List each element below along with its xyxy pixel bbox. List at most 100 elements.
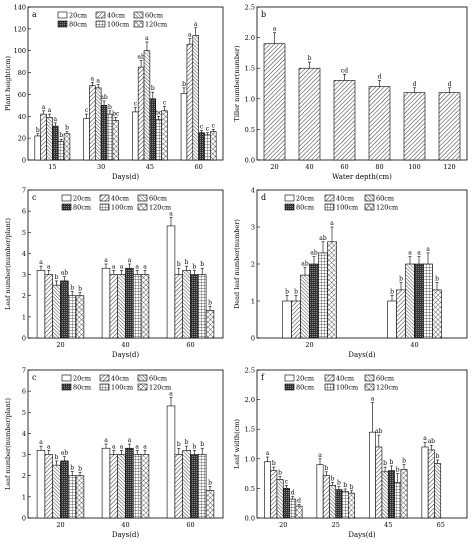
bar-20cm-60 — [166, 225, 176, 339]
y-tick-label: 5 — [22, 409, 26, 417]
legend-swatch — [364, 194, 375, 202]
bar-80cm-40 — [414, 263, 424, 339]
significance-label: d — [448, 81, 452, 88]
x-tick-label: 40 — [410, 341, 418, 349]
bar-100cm-40 — [133, 454, 142, 519]
significance-label: a — [330, 220, 334, 227]
bar-20cm-60 — [180, 93, 188, 161]
y-tick-label: 7 — [22, 187, 26, 195]
y-axis-label: Leaf number(number/plant) — [4, 398, 12, 490]
legend-swatch — [284, 374, 295, 382]
legend-label: 100cm — [111, 204, 133, 212]
bar-80cm-20 — [282, 488, 290, 519]
significance-label: b — [200, 261, 204, 268]
bar-60cm-40 — [405, 263, 415, 339]
significance-label: c — [163, 99, 167, 106]
bar-20cm-20 — [264, 461, 271, 519]
y-tick-label: 1 — [22, 313, 26, 321]
significance-label: b — [108, 104, 112, 111]
bar-40cm-45 — [137, 66, 145, 161]
y-tick-label: 2.0 — [245, 34, 255, 42]
significance-label: a — [42, 104, 46, 111]
y-tick-label: 120 — [14, 25, 26, 33]
significance-label: a — [318, 452, 322, 459]
x-tick-label: 20 — [305, 341, 313, 349]
significance-label: c — [206, 126, 210, 133]
significance-label: b — [350, 484, 354, 491]
legend-swatch — [133, 20, 144, 28]
legend-label: 120cm — [376, 204, 398, 212]
bar-120cm-60 — [205, 310, 215, 339]
bar-20cm-60 — [166, 405, 176, 519]
significance-label: a — [39, 439, 43, 446]
y-tick-label: 2.5 — [245, 367, 255, 375]
y-axis-label: Plant height(cm) — [4, 55, 12, 111]
bar-120cm-40 — [140, 274, 150, 339]
bar-80cm-60 — [190, 274, 199, 339]
significance-label: b — [78, 466, 82, 473]
significance-label: b — [436, 453, 440, 460]
panel-letter: c — [32, 373, 37, 382]
legend-label: 120cm — [145, 21, 167, 29]
significance-label: d — [413, 81, 417, 88]
x-tick-label: 20 — [270, 163, 278, 171]
y-tick-label: 2.5 — [245, 4, 255, 12]
y-tick-label: 2 — [251, 261, 255, 269]
significance-label: ab — [428, 438, 436, 445]
significance-label: b — [78, 286, 82, 293]
legend-swatch — [61, 374, 72, 382]
x-tick-label: 100 — [408, 163, 420, 171]
y-tick-label: 0.5 — [245, 126, 255, 134]
x-axis-label: Days(d) — [348, 531, 376, 539]
significance-label: a — [39, 259, 43, 266]
bar-120cm-25 — [348, 492, 355, 519]
legend-swatch — [324, 203, 335, 211]
significance-label: a — [128, 437, 132, 444]
significance-label: a — [135, 263, 139, 270]
y-tick-label: 0.0 — [245, 157, 255, 165]
significance-label: cd — [341, 67, 348, 74]
significance-label: c — [285, 478, 289, 485]
significance-label: b — [192, 443, 196, 450]
bar-series-80 — [368, 86, 391, 161]
x-tick-label: 25 — [332, 521, 340, 529]
y-tick-label: 4 — [251, 187, 255, 195]
bar-20cm-25 — [316, 464, 324, 519]
significance-label: ab — [310, 250, 318, 257]
legend-swatch — [61, 203, 72, 211]
y-tick-label: 2 — [22, 472, 26, 480]
x-tick-label: 40 — [121, 521, 129, 529]
legend-label: 40cm — [107, 12, 125, 20]
y-tick-label: 7 — [22, 367, 26, 375]
x-tick-label: 30 — [97, 163, 105, 171]
bar-100cm-20 — [289, 498, 297, 519]
significance-label: a — [135, 443, 139, 450]
plot-frame — [27, 6, 224, 161]
bar-40cm-30 — [89, 85, 96, 161]
y-tick-label: 6 — [22, 388, 26, 396]
bar-100cm-45 — [155, 119, 162, 161]
legend-swatch — [137, 383, 148, 391]
chart-panel-a: a 0 20 40 60 80 100 120 140 Days(d) Plant height(c… — [4, 4, 224, 181]
significance-label: ab — [375, 428, 383, 435]
legend-swatch — [57, 11, 68, 19]
bar-120cm-15 — [63, 133, 71, 161]
legend-swatch — [284, 383, 295, 391]
x-tick-label: 120 — [443, 163, 455, 171]
bar-100cm-60 — [198, 454, 207, 519]
x-tick-label: 15 — [48, 163, 56, 171]
y-tick-label: 2 — [22, 292, 26, 300]
significance-label: b — [343, 482, 347, 489]
bar-20cm-40 — [387, 300, 397, 339]
y-tick-label: 5 — [22, 229, 26, 237]
significance-label: b — [294, 288, 298, 295]
significance-label: a — [47, 443, 51, 450]
legend-swatch — [61, 383, 72, 391]
significance-label: b — [383, 460, 387, 467]
significance-label: a — [91, 75, 95, 82]
significance-label: a — [188, 32, 192, 39]
legend-label: 40cm — [336, 375, 354, 383]
legend-label: 100cm — [336, 204, 358, 212]
significance-label: b — [65, 125, 69, 132]
bar-60cm-20 — [276, 479, 284, 519]
